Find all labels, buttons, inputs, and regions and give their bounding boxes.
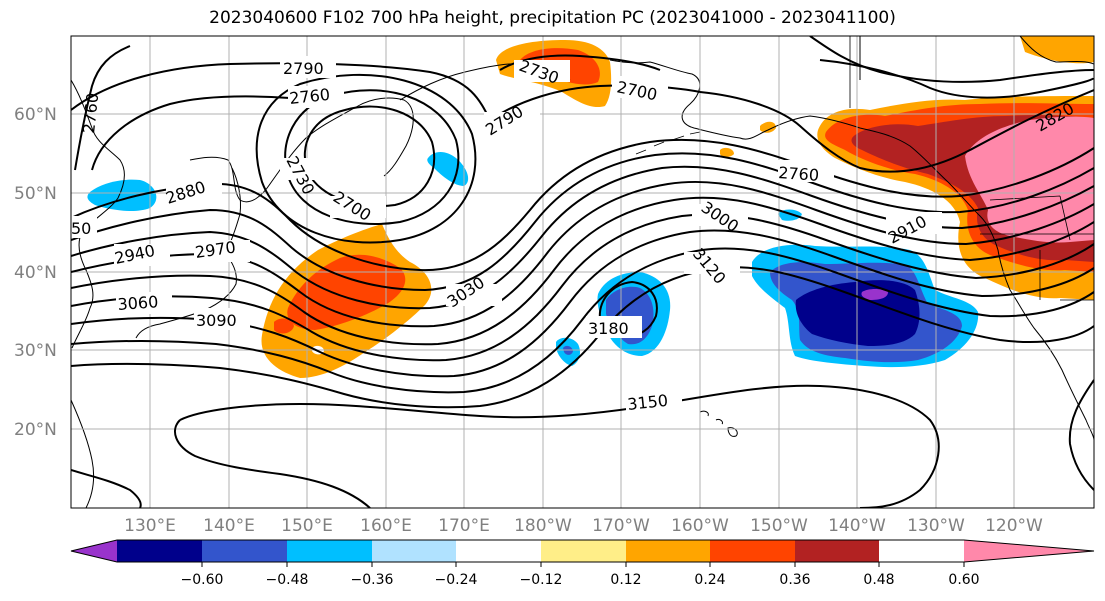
positive-anomaly-small-orange: [720, 147, 734, 157]
colorbar-tick-label: 0.12: [610, 572, 641, 588]
positive-anomaly-nwpacific-small: [274, 318, 294, 334]
colorbar-tick-label: −0.12: [520, 572, 563, 588]
contour-label: 3060: [117, 292, 159, 314]
contour-label: 2760: [288, 85, 330, 108]
latitude-axis: 60°N 50°N 40°N 30°N 20°N: [14, 105, 57, 440]
longitude-label: 130°E: [124, 516, 176, 536]
longitude-label: 150°W: [750, 516, 808, 536]
colorbar-tick-label: −0.60: [181, 572, 224, 588]
map-title: 2023040600 F102 700 hPa height, precipit…: [209, 8, 896, 28]
latitude-label: 20°N: [14, 420, 57, 440]
height-contours: [71, 36, 1094, 508]
latitude-label: 60°N: [14, 105, 57, 125]
contour-label: 3150: [626, 391, 668, 414]
negative-anomaly-west-light: [87, 179, 157, 212]
height-contour-west-5: [71, 196, 1094, 346]
contour-label: 3180: [588, 319, 629, 338]
colorbar-segment: [202, 540, 287, 562]
longitude-label: 140°W: [828, 516, 886, 536]
colorbar-tick-label: 0.48: [863, 572, 894, 588]
longitude-label: 170°E: [438, 516, 490, 536]
height-contour-alaska-2700: [489, 84, 701, 121]
height-contour-2760-north: [91, 95, 291, 171]
longitude-label: 140°E: [203, 516, 255, 536]
height-contour-low-ring: [284, 89, 460, 226]
colorbar-tick-label: 0.36: [779, 572, 810, 588]
positive-anomaly-nwpacific-mid: [287, 254, 406, 330]
colorbar-tick-label: −0.36: [351, 572, 394, 588]
colorbar-high-extend: [964, 540, 1094, 562]
longitude-label: 180°W: [514, 516, 572, 536]
latitude-label: 40°N: [14, 263, 57, 283]
height-contour-2760-west: [74, 45, 131, 171]
longitude-label: 130°W: [907, 516, 965, 536]
coast-alaska: [609, 59, 1094, 441]
height-contour-west-6: [71, 213, 1094, 362]
contour-label: 3090: [196, 311, 237, 330]
height-contour-west-2: [71, 152, 1094, 292]
height-contour-north-america-2: [819, 59, 1094, 99]
negative-anomaly-east-purple: [861, 289, 888, 300]
colorbar-low-extend: [71, 540, 117, 562]
coast-islands-north: [859, 36, 1094, 80]
height-contour-sw: [71, 469, 142, 508]
coast-hawaii: [699, 410, 738, 437]
coast-kamchatka-okhotsk: [189, 97, 414, 203]
colorbar-segment: [541, 540, 626, 562]
longitude-label: 160°E: [360, 516, 412, 536]
longitude-axis: 130°E 140°E 150°E 160°E 170°E 180°W 170°…: [124, 516, 1043, 536]
colorbar-segment: [710, 540, 795, 562]
longitude-label: 120°W: [985, 516, 1043, 536]
colorbar-ticks: [201, 562, 965, 567]
negative-anomaly-east-dark: [795, 280, 920, 346]
colorbar: −0.60 −0.48 −0.36 −0.24 −0.12 0.12 0.24 …: [70, 539, 1095, 588]
colorbar-segment: [117, 540, 202, 562]
height-contour-top-right: [809, 36, 1094, 83]
height-contour-low-center: [303, 105, 436, 208]
height-contour-3150-south: [174, 419, 371, 508]
height-contour-east-ne: [1068, 379, 1094, 491]
contour-labels: 2790 2760 2730 2700 2760 2880 50 2940 29…: [71, 56, 1077, 414]
coast-asia-mainland: [71, 79, 125, 508]
colorbar-segment: [456, 540, 541, 562]
coast-aleutians: [635, 131, 701, 155]
longitude-label: 170°W: [592, 516, 650, 536]
colorbar-tick-labels: −0.60 −0.48 −0.36 −0.24 −0.12 0.12 0.24 …: [181, 572, 980, 588]
height-contour-west-8: [71, 247, 1094, 394]
positive-anomaly-arctic-corner: [1020, 36, 1094, 64]
map-plot-area: 2790 2760 2730 2700 2760 2880 50 2940 29…: [71, 36, 1094, 508]
map-frame: [70, 35, 1095, 509]
colorbar-segment: [372, 540, 456, 562]
colorbar-tick-label: −0.48: [266, 572, 309, 588]
height-contour-north-america-trough: [699, 89, 1094, 173]
colorbar-outline: [70, 539, 1095, 563]
graticule: [71, 36, 1094, 508]
height-contour-west-1: [71, 138, 1094, 272]
height-contour-3120: [71, 266, 1094, 409]
latitude-label: 50°N: [14, 184, 57, 204]
height-contour-low-ring-2: [255, 73, 477, 244]
positive-anomaly-small-orange-2: [760, 121, 776, 133]
contour-label: 2760: [778, 163, 820, 185]
height-contour-west-7: [71, 229, 1094, 378]
latitude-label: 30°N: [14, 341, 57, 361]
colorbar-segment: [626, 540, 710, 562]
colorbar-segment: [287, 540, 372, 562]
longitude-label: 150°E: [281, 516, 333, 536]
colorbar-tick-label: 0.24: [694, 572, 725, 588]
contour-label: 2790: [283, 59, 324, 78]
colorbar-tick-label: 0.60: [948, 572, 979, 588]
contour-label: 50: [71, 219, 91, 238]
colorbar-tick-label: −0.24: [435, 572, 478, 588]
colorbar-segment: [795, 540, 879, 562]
longitude-label: 160°W: [671, 516, 729, 536]
height-contour-west-4: [71, 180, 1094, 328]
contour-label: 2760: [79, 92, 102, 134]
